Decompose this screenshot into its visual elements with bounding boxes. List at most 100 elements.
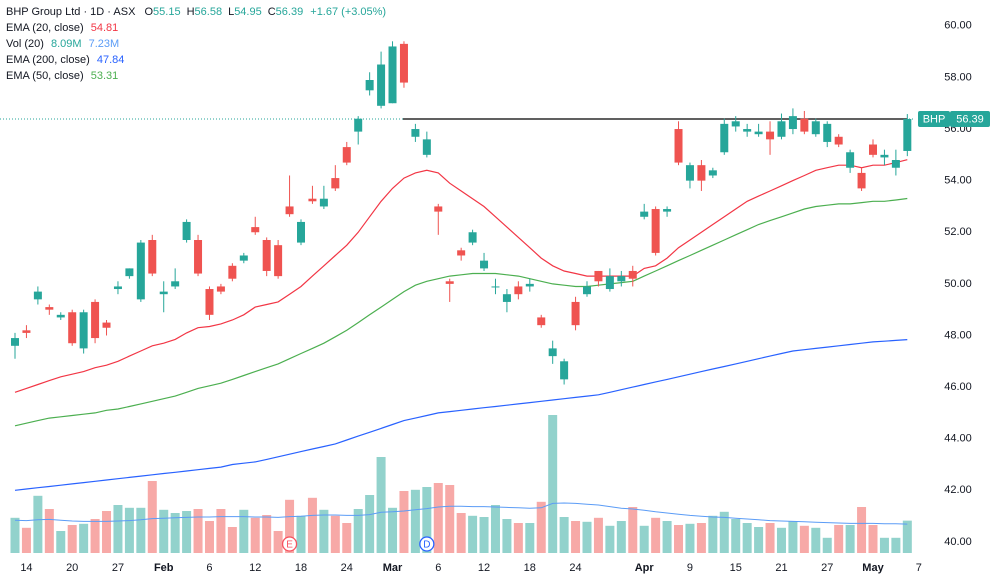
volume-bar: [33, 495, 43, 553]
y-tick-label: 46.00: [944, 381, 972, 393]
volume-bar: [674, 525, 684, 553]
ohlc-label: C: [267, 6, 276, 18]
candle-body: [411, 129, 420, 137]
volume-bar: [525, 523, 535, 553]
legend-value: 7.23M: [88, 38, 120, 50]
volume-bar: [891, 537, 901, 553]
candle-body: [148, 240, 157, 274]
candle-body: [159, 291, 168, 295]
candle-body: [79, 312, 88, 349]
candle-body: [205, 289, 214, 315]
price-tag-value: 56.39: [956, 113, 984, 125]
volume-bar: [857, 507, 867, 553]
volume-bar: [239, 509, 249, 553]
volume-bar: [90, 519, 100, 553]
change: +1.67 (+3.05%): [310, 6, 387, 18]
candle-body: [422, 139, 431, 155]
y-tick-label: 42.00: [944, 484, 972, 496]
x-tick-label: 6: [435, 562, 441, 574]
volume-bar: [204, 521, 214, 553]
candle-body: [285, 206, 294, 215]
x-tick-label: Apr: [635, 562, 655, 574]
candle-body: [491, 286, 500, 288]
candle-body: [537, 317, 546, 326]
x-tick-label: 24: [569, 562, 581, 574]
x-tick-label: 6: [206, 562, 212, 574]
candle-body: [663, 209, 672, 212]
volume-bar: [468, 515, 478, 553]
candle-body: [583, 286, 591, 295]
candle-body: [331, 178, 340, 189]
volume-bar: [159, 509, 169, 553]
candle-body: [857, 172, 866, 189]
legend-value: 54.81: [90, 22, 119, 34]
volume-bar: [513, 523, 523, 553]
volume-bar: [342, 523, 352, 553]
legend-row: BHP Group Ltd · 1D · ASX O55.15 H56.58 L54…: [6, 4, 386, 20]
chart-title: BHP Group Ltd · 1D · ASX: [6, 6, 136, 18]
x-tick-label: 27: [112, 562, 124, 574]
volume-bar: [605, 525, 615, 553]
legend-row: EMA (20, close) 54.81: [6, 20, 386, 36]
volume-bar: [662, 521, 672, 553]
candle-body: [628, 270, 637, 279]
x-tick-label: 12: [249, 562, 261, 574]
candle-body: [319, 198, 328, 207]
volume-bar: [502, 519, 512, 553]
y-tick-label: 40.00: [944, 536, 972, 548]
legend-name: Vol (20): [6, 38, 44, 50]
candle-body: [377, 64, 386, 106]
volume-bar: [216, 509, 226, 553]
candle-body: [194, 240, 203, 274]
candle-body: [720, 123, 729, 153]
volume-bar: [571, 521, 581, 553]
candle-body: [308, 198, 317, 202]
y-tick-label: 44.00: [944, 433, 972, 445]
volume-bar: [765, 523, 775, 553]
volume-bar: [559, 517, 569, 553]
legend-row: EMA (50, close) 53.31: [6, 68, 386, 84]
legend-value: 8.09M: [50, 38, 82, 50]
volume-bar: [102, 511, 112, 553]
candle-body: [102, 322, 111, 328]
volume-bar: [262, 515, 272, 553]
candle-body: [708, 170, 717, 176]
volume-bar: [696, 523, 706, 553]
candle-body: [891, 160, 900, 168]
candle-body: [125, 268, 134, 277]
legend-name: EMA (200, close): [6, 54, 90, 66]
candle-body: [777, 121, 786, 137]
x-tick-label: 9: [687, 562, 693, 574]
ema-line: [14, 159, 908, 393]
candle-body: [228, 265, 237, 279]
candle-body: [33, 291, 42, 300]
volume-bar: [628, 507, 638, 553]
x-tick-label: Feb: [154, 562, 174, 574]
candle-body: [754, 131, 763, 135]
ema-line: [14, 197, 908, 427]
candle-body: [560, 361, 569, 380]
volume-bar: [410, 489, 420, 553]
ohlc-label: L: [228, 6, 235, 18]
x-tick-label: May: [862, 562, 884, 574]
candle-body: [239, 255, 248, 261]
volume-bar: [685, 523, 695, 553]
volume-bar: [754, 527, 764, 553]
candle-body: [571, 301, 580, 326]
candle-body: [468, 232, 477, 243]
candle-body: [91, 301, 100, 339]
candle-body: [834, 136, 843, 145]
candle-body: [45, 307, 54, 310]
candle-body: [617, 276, 626, 282]
legend-value: 53.31: [90, 70, 119, 82]
x-tick-label: 20: [66, 562, 78, 574]
candle-body: [766, 131, 775, 140]
volume-bar: [376, 457, 386, 553]
ohlc-label: H: [186, 6, 195, 18]
candle-body: [823, 123, 832, 142]
volume-bar: [193, 509, 203, 553]
volume-bar: [388, 507, 398, 553]
volume-bar: [479, 517, 489, 553]
